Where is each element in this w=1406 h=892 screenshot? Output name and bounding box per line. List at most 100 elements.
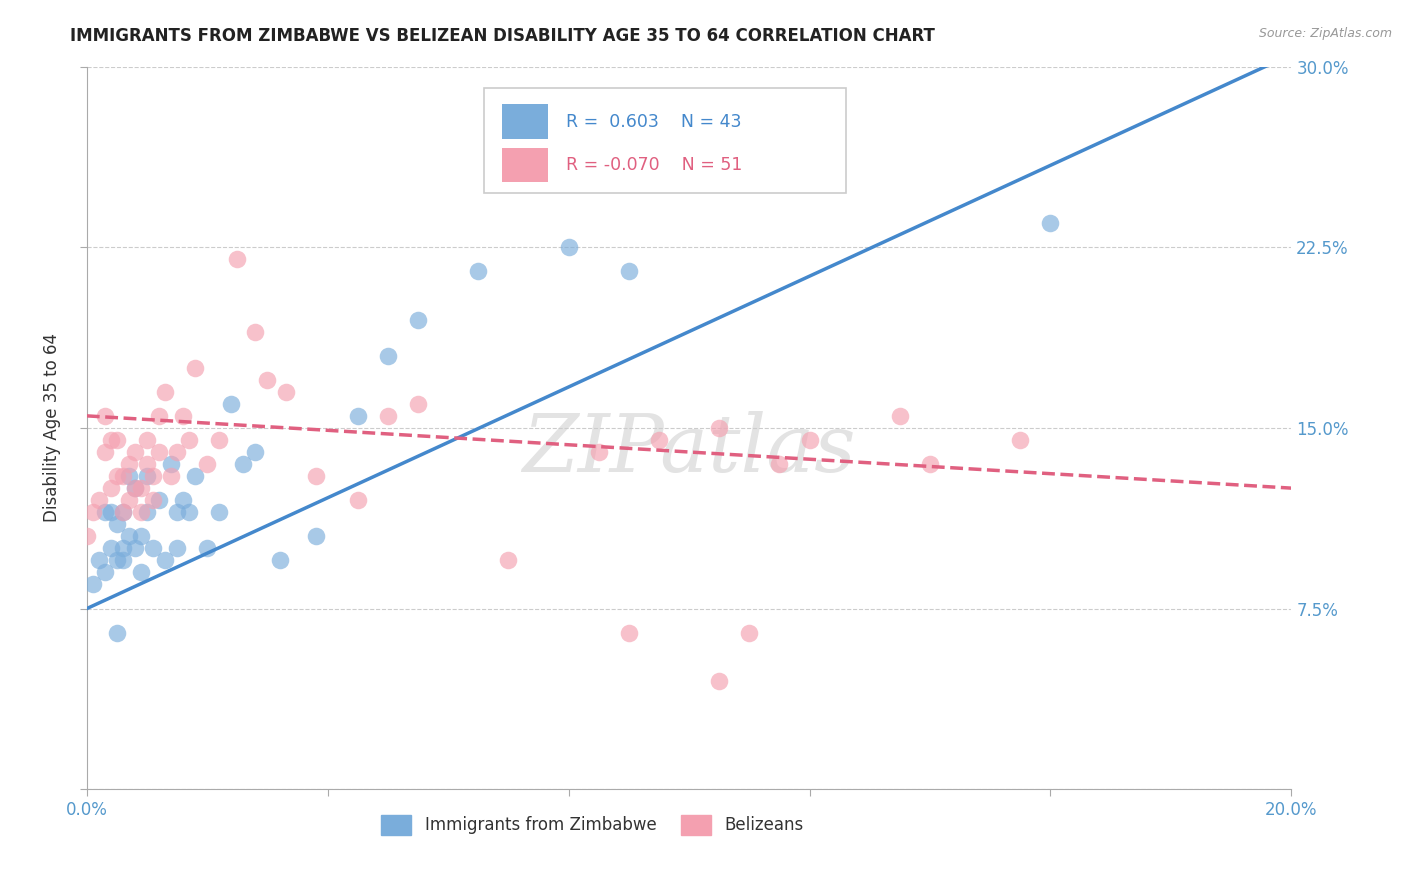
Point [111,541,134,556]
Point [94,409,117,423]
Point [184,360,207,375]
Point [245,445,267,459]
Point [124,541,146,556]
Point [76,529,98,543]
Point [768,457,790,471]
FancyBboxPatch shape [502,147,548,182]
Point [94,445,117,459]
Point [709,673,731,688]
Point [256,373,278,387]
Point [111,505,134,519]
Point [498,553,520,567]
Point [124,481,146,495]
Point [172,493,194,508]
Point [111,553,134,567]
Point [172,409,194,423]
Point [617,625,640,640]
Point [142,469,165,483]
Point [918,457,941,471]
Point [588,445,610,459]
Point [799,433,821,447]
Point [153,553,176,567]
Point [118,469,141,483]
Point [118,457,141,471]
Point [208,433,231,447]
Point [100,505,122,519]
Point [153,384,176,399]
Point [166,445,188,459]
Text: R =  0.603    N = 43: R = 0.603 N = 43 [567,112,742,130]
Point [305,529,328,543]
Point [124,481,146,495]
Point [245,325,267,339]
Point [87,493,110,508]
Point [160,457,183,471]
Point [129,505,152,519]
Text: R = -0.070    N = 51: R = -0.070 N = 51 [567,156,742,174]
Point [136,457,159,471]
FancyBboxPatch shape [484,88,845,193]
Point [82,505,104,519]
Point [100,433,122,447]
Point [709,421,731,435]
Point [118,493,141,508]
Legend: Immigrants from Zimbabwe, Belizeans: Immigrants from Zimbabwe, Belizeans [381,814,804,835]
FancyBboxPatch shape [502,104,548,139]
Point [129,566,152,580]
Point [377,349,399,363]
Point [100,481,122,495]
Point [105,433,128,447]
Point [142,541,165,556]
Text: ZIPatlas: ZIPatlas [522,411,856,488]
Point [738,625,761,640]
Point [129,529,152,543]
Point [166,541,188,556]
Point [406,397,429,411]
Point [136,433,159,447]
Point [269,553,291,567]
Point [166,505,188,519]
Point [129,481,152,495]
Point [221,397,243,411]
Point [467,264,489,278]
Point [148,493,170,508]
Point [105,553,128,567]
Point [347,409,370,423]
Point [94,505,117,519]
Point [274,384,297,399]
Y-axis label: Disability Age 35 to 64: Disability Age 35 to 64 [44,334,60,523]
Point [105,625,128,640]
Point [179,433,201,447]
Point [184,469,207,483]
Point [195,541,218,556]
Point [305,469,328,483]
Point [160,469,183,483]
Point [377,409,399,423]
Point [208,505,231,519]
Point [347,493,370,508]
Text: Source: ZipAtlas.com: Source: ZipAtlas.com [1258,27,1392,40]
Point [889,409,911,423]
Point [148,409,170,423]
Point [648,433,671,447]
Point [406,312,429,326]
Point [557,240,579,254]
Point [136,469,159,483]
Point [94,566,117,580]
Point [179,505,201,519]
Point [148,445,170,459]
Point [1039,216,1062,230]
Point [105,469,128,483]
Point [82,577,104,591]
Point [1010,433,1032,447]
Point [617,264,640,278]
Point [105,517,128,532]
Point [111,469,134,483]
Point [142,493,165,508]
Point [118,529,141,543]
Point [136,505,159,519]
Text: IMMIGRANTS FROM ZIMBABWE VS BELIZEAN DISABILITY AGE 35 TO 64 CORRELATION CHART: IMMIGRANTS FROM ZIMBABWE VS BELIZEAN DIS… [70,27,935,45]
Point [195,457,218,471]
Point [124,445,146,459]
Point [226,252,249,267]
